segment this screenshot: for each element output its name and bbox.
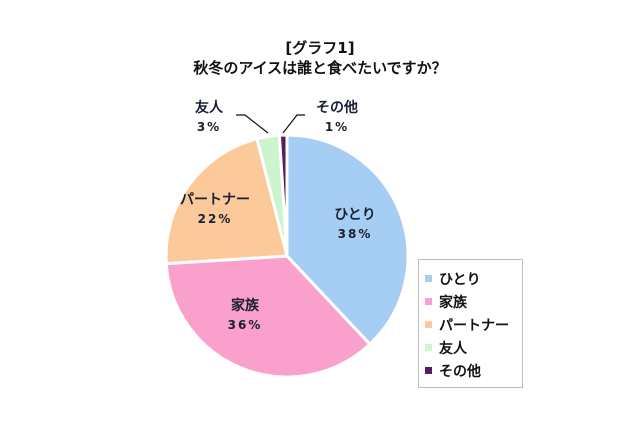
legend-label-partner: パートナー — [439, 317, 509, 334]
chart-legend: ひとり 家族 パートナー 友人 その他 — [418, 259, 523, 388]
legend-item-partner: パートナー — [425, 313, 522, 336]
pie-slice-other — [277, 133, 289, 258]
legend-label-alone: ひとり — [439, 271, 481, 288]
pie-slice-alone — [285, 133, 410, 346]
slice-label-other-name: その他 — [316, 100, 358, 116]
slice-label-alone: ひとり 38% — [320, 206, 390, 244]
legend-label-family: 家族 — [439, 294, 467, 311]
slice-label-partner: パートナー 22% — [165, 191, 265, 229]
slice-label-family: 家族 36% — [210, 297, 280, 335]
legend-item-alone: ひとり — [425, 267, 522, 290]
slice-label-other: その他 1% — [302, 99, 372, 137]
legend-label-friends: 友人 — [439, 340, 467, 357]
slice-label-partner-pct: 22% — [197, 212, 233, 226]
leader-line-other — [282, 114, 305, 134]
leader-line-friends — [236, 114, 269, 134]
legend-item-friends: 友人 — [425, 336, 522, 359]
slice-label-alone-pct: 38% — [337, 227, 373, 241]
legend-item-family: 家族 — [425, 290, 522, 313]
slice-label-family-name: 家族 — [231, 298, 259, 314]
slice-label-other-pct: 1% — [324, 120, 350, 134]
legend-swatch-friends — [425, 344, 432, 351]
slice-label-friends: 友人 3% — [184, 99, 234, 137]
pie-slice-partner — [164, 137, 289, 266]
legend-swatch-alone — [425, 275, 432, 282]
slice-label-family-pct: 36% — [227, 318, 263, 332]
legend-swatch-family — [425, 298, 432, 305]
slice-label-alone-name: ひとり — [334, 207, 376, 223]
slice-label-partner-name: パートナー — [180, 192, 250, 208]
pie-slices — [164, 133, 410, 379]
chart-title: [グラフ1] — [285, 39, 355, 57]
slice-label-friends-pct: 3% — [196, 120, 222, 134]
legend-item-other: その他 — [425, 359, 522, 382]
legend-label-other: その他 — [439, 363, 481, 380]
slice-label-friends-name: 友人 — [195, 100, 223, 116]
legend-swatch-partner — [425, 321, 432, 328]
chart-subtitle: 秋冬のアイスは誰と食べたいですか？ — [193, 59, 447, 77]
pie-slice-family — [164, 254, 372, 379]
legend-swatch-other — [425, 367, 432, 374]
